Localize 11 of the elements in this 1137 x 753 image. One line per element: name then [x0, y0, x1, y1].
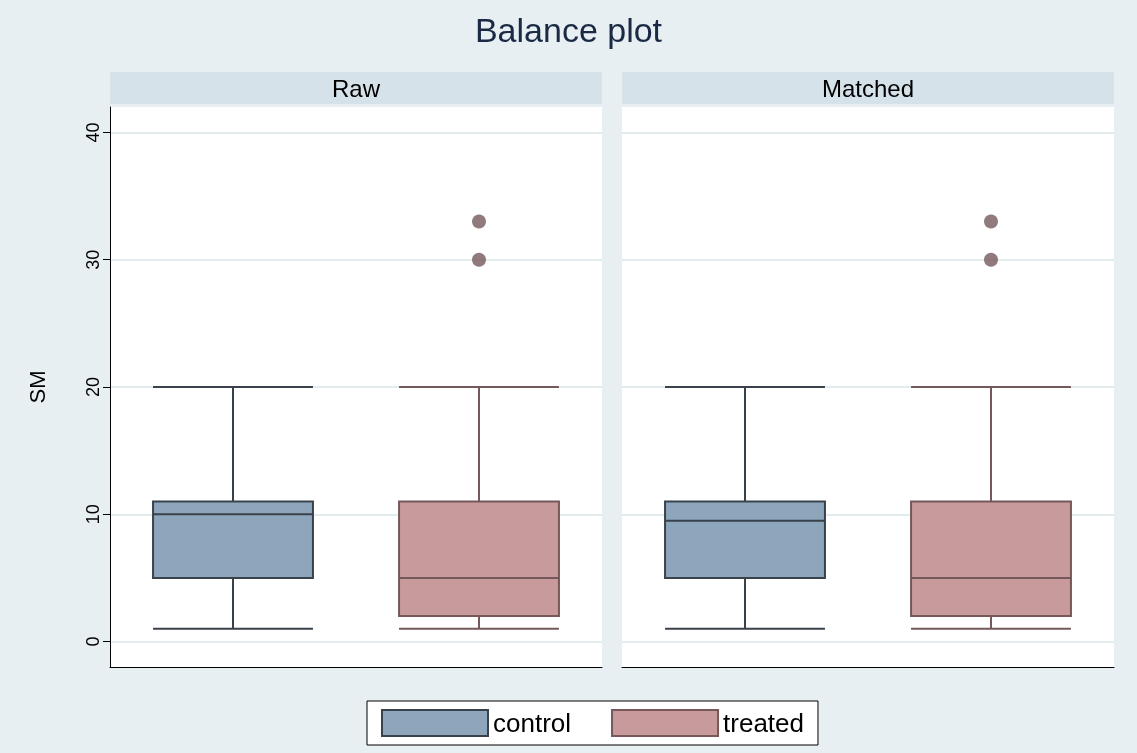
x-tick-label: Raw	[331, 74, 381, 102]
chart-title: Balance plot	[474, 11, 663, 49]
y-tick-label: 10	[83, 504, 103, 525]
y-tick-label: 0	[83, 636, 103, 647]
y-tick-label: 30	[83, 249, 103, 270]
y-tick-label: 40	[83, 122, 103, 143]
x-tick-label: Matched	[821, 74, 915, 102]
y-axis-title: SM	[24, 370, 50, 404]
legend-label: control	[493, 708, 572, 738]
y-tick-label: 20	[83, 376, 103, 398]
legend-label: treated	[723, 708, 804, 738]
